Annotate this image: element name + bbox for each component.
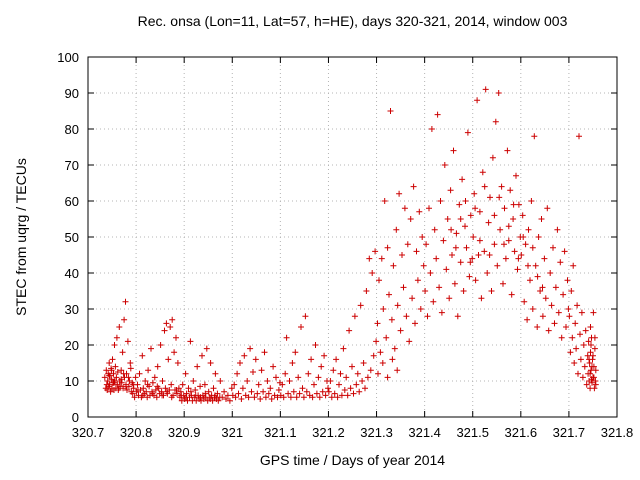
y-tick-label: 10 [65,374,79,389]
x-tick-label: 321.4 [408,425,441,440]
x-tick-label: 321.5 [456,425,489,440]
x-axis-label: GPS time / Days of year 2014 [259,452,446,468]
x-tick-label: 321.1 [264,425,297,440]
y-tick-label: 70 [65,158,79,173]
y-tick-label: 90 [65,86,79,101]
x-tick-label: 321.7 [553,425,586,440]
x-tick-label: 321.6 [505,425,538,440]
y-axis-label: STEC from uqrg / TECUs [13,158,29,316]
x-tick-label: 320.8 [120,425,153,440]
y-tick-label: 100 [57,50,79,65]
y-tick-label: 60 [65,194,79,209]
chart-title: Rec. onsa (Lon=11, Lat=57, h=HE), days 3… [137,13,568,29]
x-tick-label: 320.7 [72,425,105,440]
x-tick-label: 321 [221,425,243,440]
x-tick-label: 321.8 [601,425,634,440]
x-tick-label: 321.3 [360,425,393,440]
x-tick-label: 320.9 [168,425,201,440]
y-tick-label: 40 [65,266,79,281]
y-tick-label: 0 [72,410,79,425]
plot-border [87,56,618,418]
y-tick-label: 50 [65,230,79,245]
y-tick-label: 30 [65,302,79,317]
data-points [101,86,599,404]
x-tick-label: 321.2 [312,425,345,440]
y-tick-label: 20 [65,338,79,353]
y-tick-label: 80 [65,122,79,137]
